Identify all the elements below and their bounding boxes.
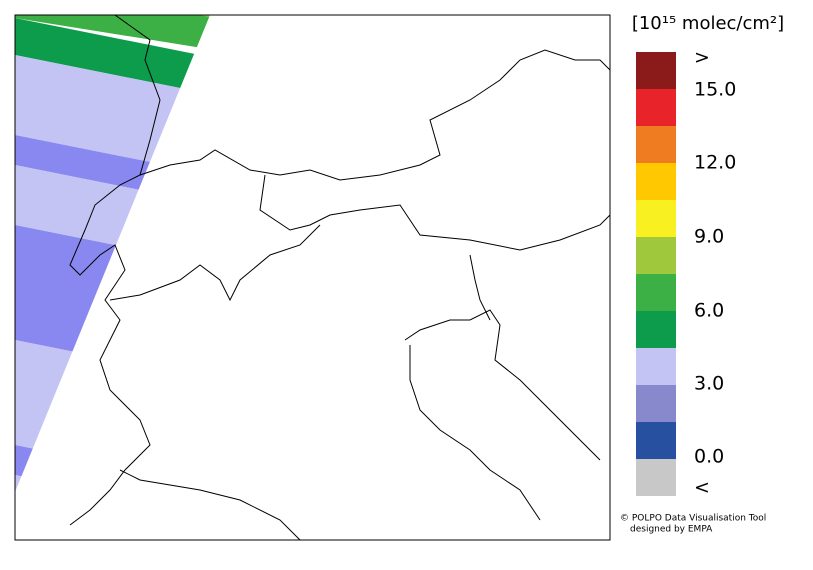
colorbar-segment bbox=[636, 274, 676, 311]
colorbar-segment bbox=[636, 237, 676, 274]
credits-line2: designed by EMPA bbox=[630, 525, 713, 535]
colorbar-label: 15.0 bbox=[694, 79, 736, 101]
colorbar-segment bbox=[636, 89, 676, 126]
colorbar-segment bbox=[636, 348, 676, 385]
colorbar-segment bbox=[636, 200, 676, 237]
colorbar-label: 9.0 bbox=[694, 226, 724, 248]
colorbar-segment bbox=[636, 52, 676, 89]
map-frame bbox=[14, 14, 611, 541]
credits-line1: © POLPO Data Visualisation Tool bbox=[620, 514, 766, 524]
colorbar-segment bbox=[636, 163, 676, 200]
colorbar-segment bbox=[636, 422, 676, 459]
colorbar: >15.0 12.0 9.0 6.0 3.0 0.0 < bbox=[636, 47, 736, 499]
colorbar-label: > bbox=[694, 47, 710, 69]
colorbar-label: 12.0 bbox=[694, 152, 736, 174]
colorbar-segment bbox=[636, 126, 676, 163]
colorbar-label: 3.0 bbox=[694, 373, 724, 395]
colorbar-segment bbox=[636, 459, 676, 496]
country-borders bbox=[69, 14, 611, 541]
colorbar-label: 6.0 bbox=[694, 300, 724, 322]
colorbar-segment bbox=[636, 311, 676, 348]
colorbar-label: 0.0 bbox=[694, 446, 724, 468]
colorbar-label: < bbox=[694, 477, 710, 499]
colorbar-segment bbox=[636, 385, 676, 422]
satellite-swath bbox=[15, 15, 210, 492]
legend-title: [10¹⁵ molec/cm²] bbox=[632, 13, 784, 34]
